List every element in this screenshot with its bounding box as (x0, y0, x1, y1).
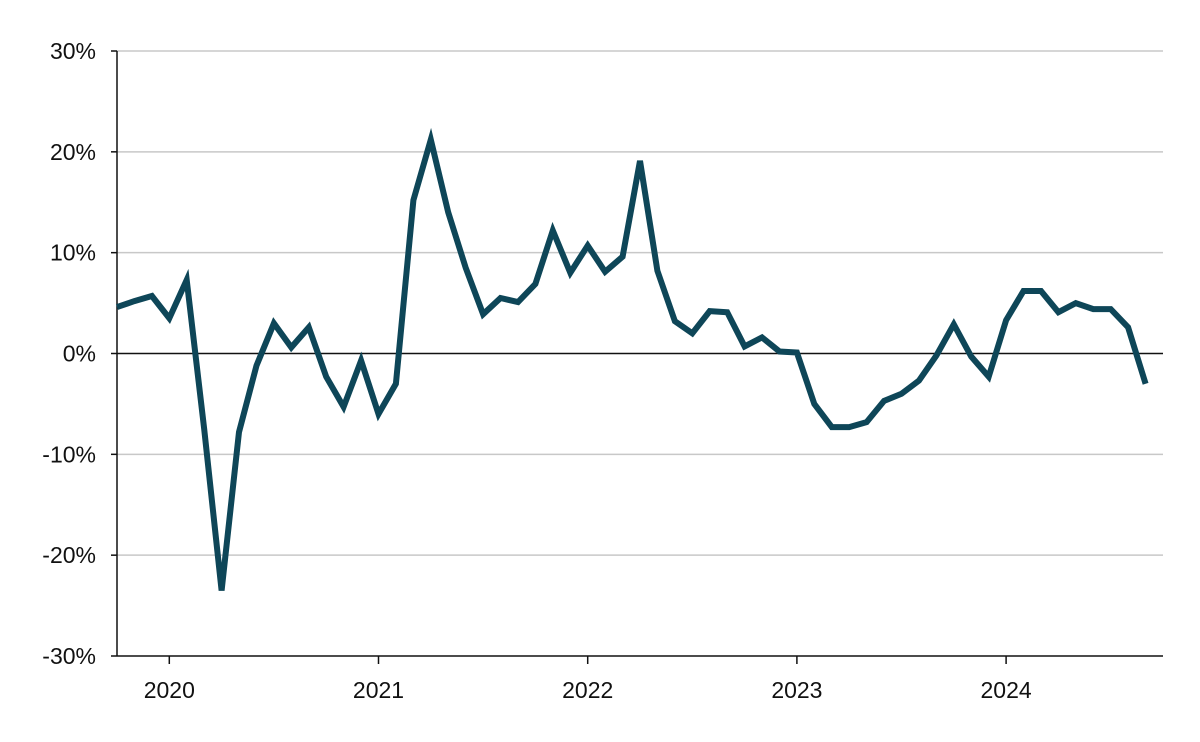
axes (111, 50, 1163, 664)
x-tick-label-2: 2022 (562, 677, 613, 703)
series-line-0 (116, 127, 1149, 591)
y-tick-label-4: -10% (42, 441, 96, 467)
x-tick-label-3: 2023 (771, 677, 822, 703)
y-tick-label-5: -20% (42, 542, 96, 568)
y-tick-label-1: 20% (50, 139, 96, 165)
y-tick-label-3: 0% (63, 341, 96, 367)
series-layer (116, 127, 1149, 591)
x-tick-label-1: 2021 (353, 677, 404, 703)
y-tick-label-0: 30% (50, 38, 96, 64)
x-tick-label-0: 2020 (144, 677, 195, 703)
x-tick-label-4: 2024 (981, 677, 1032, 703)
grid-lines (117, 50, 1163, 556)
y-tick-label-6: -30% (42, 643, 96, 669)
x-axis-tick-labels: 2020 2021 2022 2023 2024 (144, 677, 1032, 703)
y-tick-label-2: 10% (50, 240, 96, 266)
y-axis-tick-labels: 30% 20% 10% 0% -10% -20% -30% (42, 38, 96, 669)
